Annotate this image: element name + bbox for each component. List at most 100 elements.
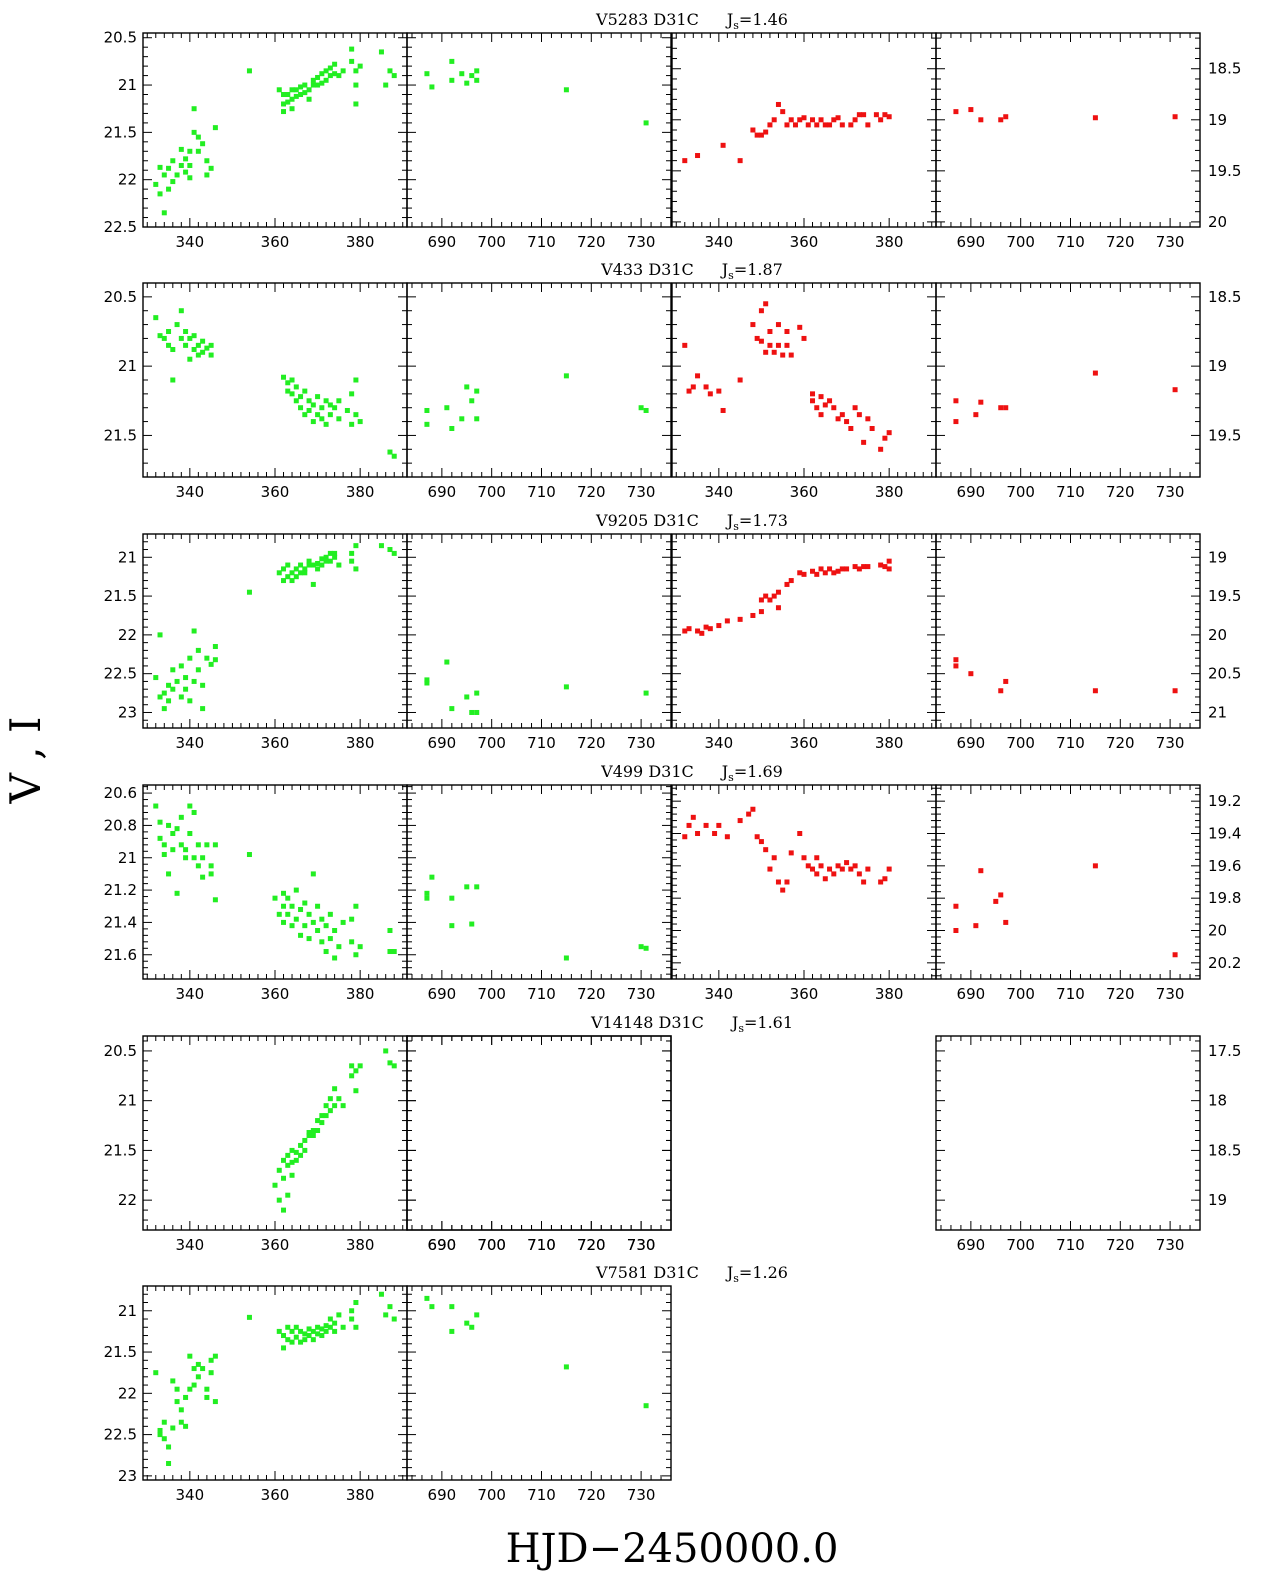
v-data-point	[285, 380, 291, 386]
v-data-point	[391, 550, 397, 556]
i-data-point	[784, 122, 790, 128]
i-data-point	[695, 831, 701, 836]
v-data-point	[298, 1328, 304, 1334]
x-tick-label: 720	[577, 1236, 606, 1254]
row-3: V9205 D31C Js=1.73 340 360 380 21 21.5 22 22.5 23…	[104, 511, 1242, 752]
panel-v-late: 690 700 710 720 730	[406, 784, 672, 1003]
v-data-point	[246, 852, 252, 858]
v-y-tick-label: 23	[118, 1467, 137, 1485]
i-data-point	[873, 112, 879, 118]
v-data-point	[187, 698, 193, 704]
v-data-point	[327, 550, 333, 556]
v-y-tick-label: 21	[118, 548, 137, 566]
js-value: =1.73	[739, 511, 788, 530]
v-data-point	[298, 92, 304, 98]
x-tick-label: 720	[1106, 233, 1135, 251]
row-title: V7581 D31C Js=1.26	[595, 1263, 788, 1285]
v-data-point	[208, 352, 214, 358]
v-data-point	[183, 855, 189, 861]
v-data-point	[638, 405, 644, 411]
i-data-point	[886, 114, 892, 120]
v-data-point	[349, 916, 355, 922]
v-data-point	[285, 388, 291, 394]
i-data-point	[716, 388, 722, 394]
i-data-point	[695, 153, 701, 159]
v-data-point	[315, 928, 321, 933]
v-data-point	[161, 852, 167, 858]
v-data-point	[332, 1103, 338, 1109]
v-data-point	[157, 191, 163, 197]
i-data-point	[695, 628, 701, 634]
i-data-point	[973, 412, 979, 418]
v-data-point	[563, 684, 569, 690]
i-data-point	[750, 322, 756, 328]
i-data-point	[973, 923, 979, 929]
v-y-tick-label: 22	[118, 1191, 137, 1209]
v-data-point	[195, 842, 201, 848]
v-y-tick-label: 21	[118, 1302, 137, 1320]
v-data-point	[357, 944, 363, 950]
v-data-point	[444, 659, 450, 665]
i-data-point	[763, 593, 769, 599]
i-data-point	[848, 122, 854, 128]
i-data-point	[831, 405, 837, 411]
i-data-point	[763, 349, 769, 355]
x-tick-label: 360	[261, 985, 290, 1003]
panel-v-early: 340 360 380	[142, 784, 408, 1003]
v-data-point	[178, 308, 184, 314]
v-data-point	[161, 1419, 167, 1425]
v-data-point	[302, 1137, 308, 1143]
v-data-point	[349, 421, 355, 427]
v-data-point	[178, 162, 184, 168]
js-label: J	[720, 260, 728, 279]
v-data-point	[157, 694, 163, 700]
x-tick-label: 730	[627, 1486, 656, 1504]
v-data-point	[391, 73, 397, 79]
x-tick-label: 690	[428, 483, 457, 501]
i-data-point	[818, 566, 824, 572]
panel-frame	[671, 32, 937, 228]
v-data-point	[195, 863, 201, 869]
v-data-point	[212, 897, 218, 903]
v-data-point	[638, 944, 644, 950]
i-y-tick-label: 19	[1208, 1191, 1227, 1209]
v-data-point	[387, 449, 393, 455]
x-tick-label: 700	[1006, 233, 1035, 251]
v-data-point	[336, 416, 342, 422]
v-data-point	[563, 373, 569, 379]
i-data-point	[1172, 952, 1178, 958]
x-tick-label: 360	[261, 233, 290, 251]
i-data-point	[827, 866, 833, 872]
i-data-point	[737, 377, 743, 383]
v-data-point	[285, 1152, 291, 1158]
v-data-point	[306, 96, 312, 102]
i-data-point	[844, 419, 850, 425]
v-data-point	[170, 847, 176, 853]
i-data-point	[720, 407, 726, 413]
v-data-point	[332, 71, 338, 77]
v-data-point	[178, 1407, 184, 1413]
v-data-point	[170, 831, 176, 836]
v-data-point	[349, 939, 355, 945]
v-data-point	[643, 407, 649, 413]
x-tick-label: 730	[627, 734, 656, 752]
x-tick-label: 710	[527, 1236, 556, 1254]
v-data-point	[208, 871, 214, 877]
v-data-point	[285, 911, 291, 917]
v-data-point	[212, 125, 218, 131]
v-data-point	[302, 388, 308, 394]
v-data-point	[387, 1060, 393, 1066]
v-data-point	[319, 916, 325, 922]
i-data-point	[814, 571, 820, 577]
panel-v-early: 340 360 380	[142, 282, 408, 501]
i-data-point	[878, 562, 884, 568]
v-data-point	[306, 936, 312, 942]
v-data-point	[383, 1312, 389, 1318]
i-data-point	[707, 626, 713, 632]
v-data-point	[349, 46, 355, 52]
i-data-point	[784, 329, 790, 334]
panel-v-late: 690 700 710 720 730	[406, 32, 672, 251]
row-2: V433 D31C Js=1.87 340 360 380 20.5 21 21.5 690 70…	[104, 260, 1242, 501]
i-data-point	[754, 335, 760, 341]
v-y-tick-label: 20.8	[104, 816, 137, 834]
